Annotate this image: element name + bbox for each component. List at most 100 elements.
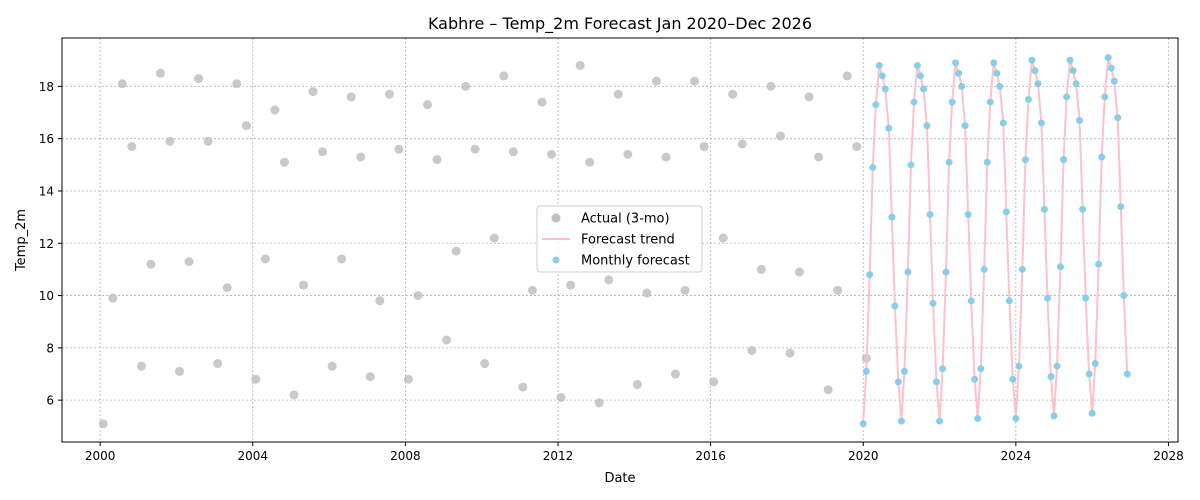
actual-series — [98, 60, 871, 429]
forecast-trend-line — [862, 56, 1129, 424]
forecast-point — [894, 378, 902, 386]
actual-point — [508, 147, 518, 157]
forecast-point — [913, 61, 921, 69]
x-tick-label: 2028 — [1153, 449, 1184, 463]
forecast-point — [904, 268, 912, 276]
forecast-point — [986, 98, 994, 106]
forecast-point — [1066, 56, 1074, 64]
forecast-point — [1088, 409, 1096, 417]
forecast-point — [1056, 263, 1064, 271]
forecast-point — [1114, 114, 1122, 122]
forecast-point — [888, 213, 896, 221]
y-tick-label: 8 — [46, 341, 54, 355]
x-axis-label: Date — [604, 471, 635, 486]
actual-point — [699, 142, 709, 152]
forecast-point — [885, 124, 893, 132]
actual-point — [480, 359, 490, 369]
actual-point — [299, 280, 309, 290]
forecast-point — [993, 69, 1001, 77]
actual-point — [146, 259, 156, 269]
forecast-point — [1034, 80, 1042, 88]
actual-point — [804, 92, 814, 102]
actual-point — [728, 89, 738, 99]
forecast-point — [926, 211, 934, 219]
actual-point — [260, 254, 270, 264]
actual-point — [194, 74, 204, 84]
actual-point — [423, 100, 433, 110]
forecast-point — [983, 158, 991, 166]
forecast-point — [1060, 156, 1068, 164]
actual-point — [575, 60, 585, 70]
forecast-point — [1069, 67, 1077, 75]
forecast-series — [859, 54, 1131, 428]
actual-point — [98, 419, 108, 429]
forecast-point — [923, 122, 931, 130]
actual-point — [642, 288, 652, 298]
actual-point — [823, 385, 833, 395]
actual-point — [127, 142, 137, 152]
actual-point — [814, 152, 824, 162]
actual-point — [308, 87, 318, 97]
forecast-point — [942, 268, 950, 276]
actual-point — [680, 285, 690, 295]
chart-title: Kabhre – Temp_2m Forecast Jan 2020–Dec 2… — [428, 14, 812, 34]
actual-point — [737, 139, 747, 149]
actual-point — [213, 359, 223, 369]
actual-point — [547, 149, 557, 159]
actual-point — [594, 398, 604, 408]
actual-point — [403, 374, 413, 384]
actual-point — [470, 144, 480, 154]
actual-point — [184, 257, 194, 267]
actual-point — [537, 97, 547, 107]
forecast-point — [1015, 362, 1023, 370]
actual-point — [775, 131, 785, 141]
legend-trend-label: Forecast trend — [581, 233, 675, 248]
forecast-point — [875, 61, 883, 69]
forecast-point — [1085, 370, 1093, 378]
forecast-point — [971, 375, 979, 383]
plot-frame — [61, 37, 1179, 443]
actual-point — [651, 76, 661, 86]
actual-point — [499, 71, 509, 81]
forecast-point — [859, 420, 867, 428]
plot-series — [98, 54, 1131, 429]
forecast-point — [1063, 93, 1071, 101]
actual-point — [451, 246, 461, 256]
actual-point — [356, 152, 366, 162]
actual-point — [518, 382, 528, 392]
actual-point — [833, 285, 843, 295]
forecast-point — [1098, 153, 1106, 161]
actual-point — [709, 377, 719, 387]
forecast-point — [1076, 116, 1084, 124]
forecast-point — [1031, 67, 1039, 75]
legend-forecast-marker — [552, 256, 560, 264]
legend-forecast-label: Monthly forecast — [581, 254, 690, 269]
forecast-point — [1104, 54, 1112, 62]
forecast-point — [1072, 80, 1080, 88]
actual-point — [327, 361, 337, 371]
forecast-point — [866, 271, 874, 279]
actual-point — [384, 89, 394, 99]
forecast-point — [1044, 294, 1052, 302]
forecast-point — [1123, 370, 1131, 378]
forecast-point — [1101, 93, 1109, 101]
legend-actual-label: Actual (3-mo) — [581, 212, 670, 227]
forecast-point — [929, 299, 937, 307]
actual-point — [756, 264, 766, 274]
forecast-point — [1120, 292, 1128, 300]
forecast-point — [1037, 119, 1045, 127]
forecast-point — [964, 211, 972, 219]
y-tick-label: 16 — [39, 132, 54, 146]
y-axis-label: Temp_2m — [14, 209, 29, 272]
actual-point — [289, 390, 299, 400]
forecast-point — [948, 98, 956, 106]
forecast-point — [1002, 208, 1010, 216]
forecast-point — [932, 378, 940, 386]
y-tick-label: 10 — [39, 289, 54, 303]
actual-point — [413, 291, 423, 301]
forecast-point — [920, 85, 928, 93]
y-tick-label: 18 — [39, 80, 54, 94]
forecast-point — [910, 98, 918, 106]
actual-point — [566, 280, 576, 290]
actual-point — [365, 372, 375, 382]
